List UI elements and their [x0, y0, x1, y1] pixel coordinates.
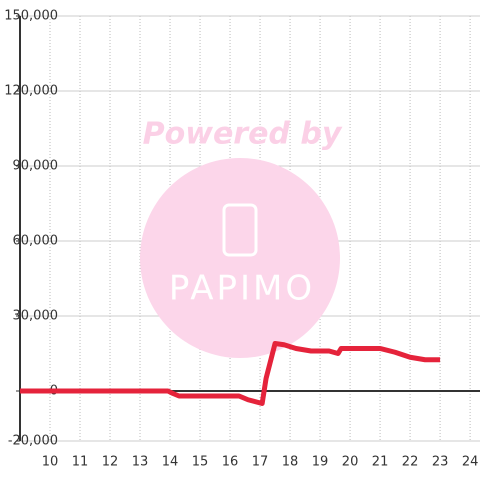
x-tick-label: 20	[342, 455, 359, 470]
x-tick-label: 17	[252, 455, 269, 470]
x-tick-label: 23	[432, 455, 449, 470]
x-tick-label: 22	[402, 455, 419, 470]
y-tick-label: 60,000	[13, 234, 59, 249]
x-tick-label: 15	[192, 455, 209, 470]
x-tick-label: 13	[132, 455, 149, 470]
x-tick-label: 21	[372, 455, 389, 470]
x-tick-label: 11	[72, 455, 89, 470]
x-tick-label: 19	[312, 455, 329, 470]
y-tick-label: 30,000	[13, 309, 59, 324]
watermark-icon	[222, 203, 258, 257]
x-tick-label: 16	[222, 455, 239, 470]
y-tick-label: 120,000	[4, 84, 58, 99]
watermark-title: Powered by	[143, 117, 343, 152]
y-tick-label: -20,000	[8, 434, 58, 449]
x-tick-label: 12	[102, 455, 119, 470]
watermark-brand: PAPIMO	[169, 269, 315, 309]
x-tick-label: 24	[462, 455, 479, 470]
x-tick-label: 14	[162, 455, 179, 470]
line	[20, 341, 441, 406]
x-tick-label: 10	[42, 455, 59, 470]
x-tick-label: 18	[282, 455, 299, 470]
y-tick-label: 150,000	[4, 9, 58, 24]
watermark-circle	[140, 158, 340, 358]
y-tick-label: 90,000	[13, 159, 59, 174]
